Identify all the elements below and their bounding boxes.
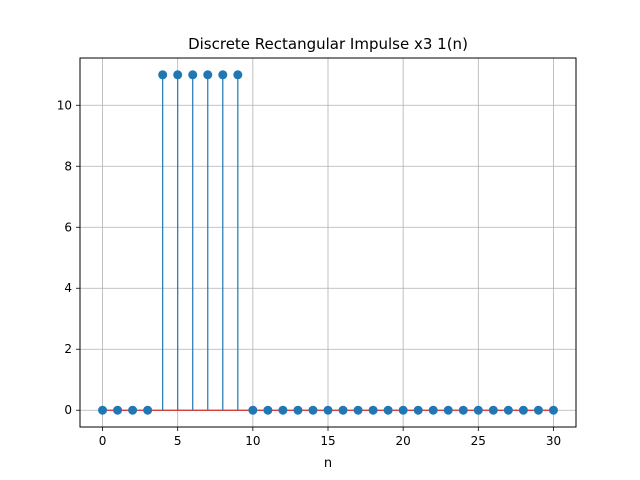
stem-marker	[548, 405, 558, 415]
x-tick-label: 25	[471, 434, 486, 448]
stem-marker	[188, 70, 198, 80]
stem-marker	[458, 405, 468, 415]
y-tick-layer: 0 2 4 6 8 10	[57, 98, 80, 417]
stem-marker	[383, 405, 393, 415]
stem-marker	[113, 405, 123, 415]
stem-marker	[203, 70, 213, 80]
x-axis-label: n	[324, 456, 332, 471]
chart-title: Discrete Rectangular Impulse x3 1(n)	[188, 35, 468, 53]
stem-marker	[233, 70, 243, 80]
x-tick-label: 10	[245, 434, 260, 448]
stem-marker	[398, 405, 408, 415]
x-tick-label: 5	[174, 434, 182, 448]
stem-marker	[518, 405, 528, 415]
stem-marker	[263, 405, 273, 415]
stems-layer	[162, 74, 239, 411]
stem-marker	[353, 405, 363, 415]
y-tick-label: 4	[64, 281, 72, 295]
stem-marker	[503, 405, 513, 415]
stem-marker	[293, 405, 303, 415]
stem-marker	[443, 405, 453, 415]
stem-marker	[278, 405, 288, 415]
y-tick-label: 10	[57, 98, 72, 112]
stem-marker	[533, 405, 543, 415]
stem-marker	[173, 70, 183, 80]
y-tick-label: 0	[64, 403, 72, 417]
stem-marker	[143, 405, 153, 415]
stem-marker	[473, 405, 483, 415]
y-tick-label: 2	[64, 342, 72, 356]
stem-marker	[218, 70, 228, 80]
stem-marker	[248, 405, 258, 415]
markers-layer	[98, 70, 558, 415]
stem-marker	[308, 405, 318, 415]
stem-marker	[323, 405, 333, 415]
x-tick-label: 15	[320, 434, 335, 448]
x-tick-label: 20	[396, 434, 411, 448]
grid-lines	[80, 58, 576, 427]
stem-marker	[158, 70, 168, 80]
y-tick-label: 8	[64, 159, 72, 173]
stem-marker	[128, 405, 138, 415]
stem-marker	[488, 405, 498, 415]
stem-marker	[338, 405, 348, 415]
stem-marker	[428, 405, 438, 415]
x-tick-label: 30	[546, 434, 561, 448]
stem-marker	[98, 405, 108, 415]
stem-marker	[368, 405, 378, 415]
y-tick-label: 6	[64, 220, 72, 234]
stem-marker	[413, 405, 423, 415]
x-tick-layer: 0 5 10 15 20 25 30	[99, 427, 561, 448]
x-tick-label: 0	[99, 434, 107, 448]
